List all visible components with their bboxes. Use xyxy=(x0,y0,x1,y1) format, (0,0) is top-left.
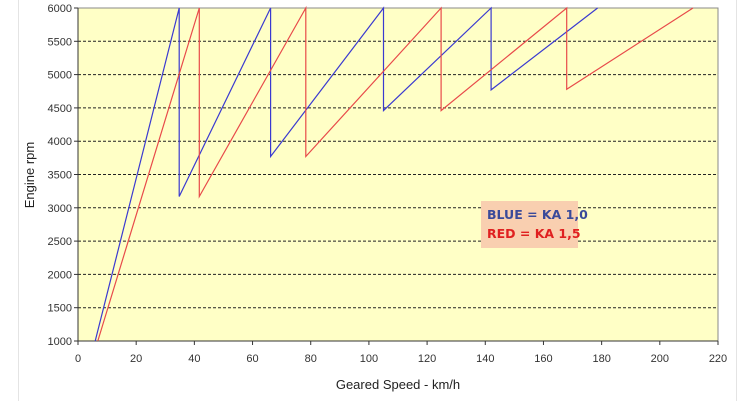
x-tick-label: 120 xyxy=(418,353,436,365)
x-tick-label: 0 xyxy=(75,353,81,365)
x-axis-label: Geared Speed - km/h xyxy=(336,377,460,392)
x-tick-label: 220 xyxy=(709,353,727,365)
x-tick-label: 180 xyxy=(592,353,610,365)
y-tick-label: 5500 xyxy=(48,36,72,48)
series-line-0 xyxy=(94,6,598,342)
y-tick-label: 4500 xyxy=(48,103,72,115)
y-tick-label: 2000 xyxy=(48,269,72,281)
legend-entry-red: RED = KA 1,5 xyxy=(487,226,581,241)
y-tick-label: 1000 xyxy=(48,336,72,348)
y-tick-label: 1500 xyxy=(48,303,72,315)
y-tick-label: 3000 xyxy=(48,203,72,215)
x-tick-label: 200 xyxy=(651,353,669,365)
x-tick-label: 40 xyxy=(188,353,200,365)
y-tick-label: 3500 xyxy=(48,170,72,182)
x-tick-label: 160 xyxy=(534,353,552,365)
x-tick-label: 80 xyxy=(305,353,317,365)
legend: BLUE = KA 1,0 RED = KA 1,5 xyxy=(481,201,588,248)
x-tick-label: 140 xyxy=(476,353,494,365)
legend-entry-blue: BLUE = KA 1,0 xyxy=(487,207,588,222)
series-line-1 xyxy=(97,5,694,342)
y-axis-label: Engine rpm xyxy=(22,142,37,208)
y-tick-label: 4000 xyxy=(48,136,72,148)
chart-frame xyxy=(18,0,737,401)
x-tick-label: 60 xyxy=(246,353,258,365)
y-tick-label: 6000 xyxy=(48,3,72,15)
y-tick-label: 5000 xyxy=(48,70,72,82)
x-tick-label: 100 xyxy=(360,353,378,365)
x-tick-label: 20 xyxy=(130,353,142,365)
y-tick-label: 2500 xyxy=(48,236,72,248)
